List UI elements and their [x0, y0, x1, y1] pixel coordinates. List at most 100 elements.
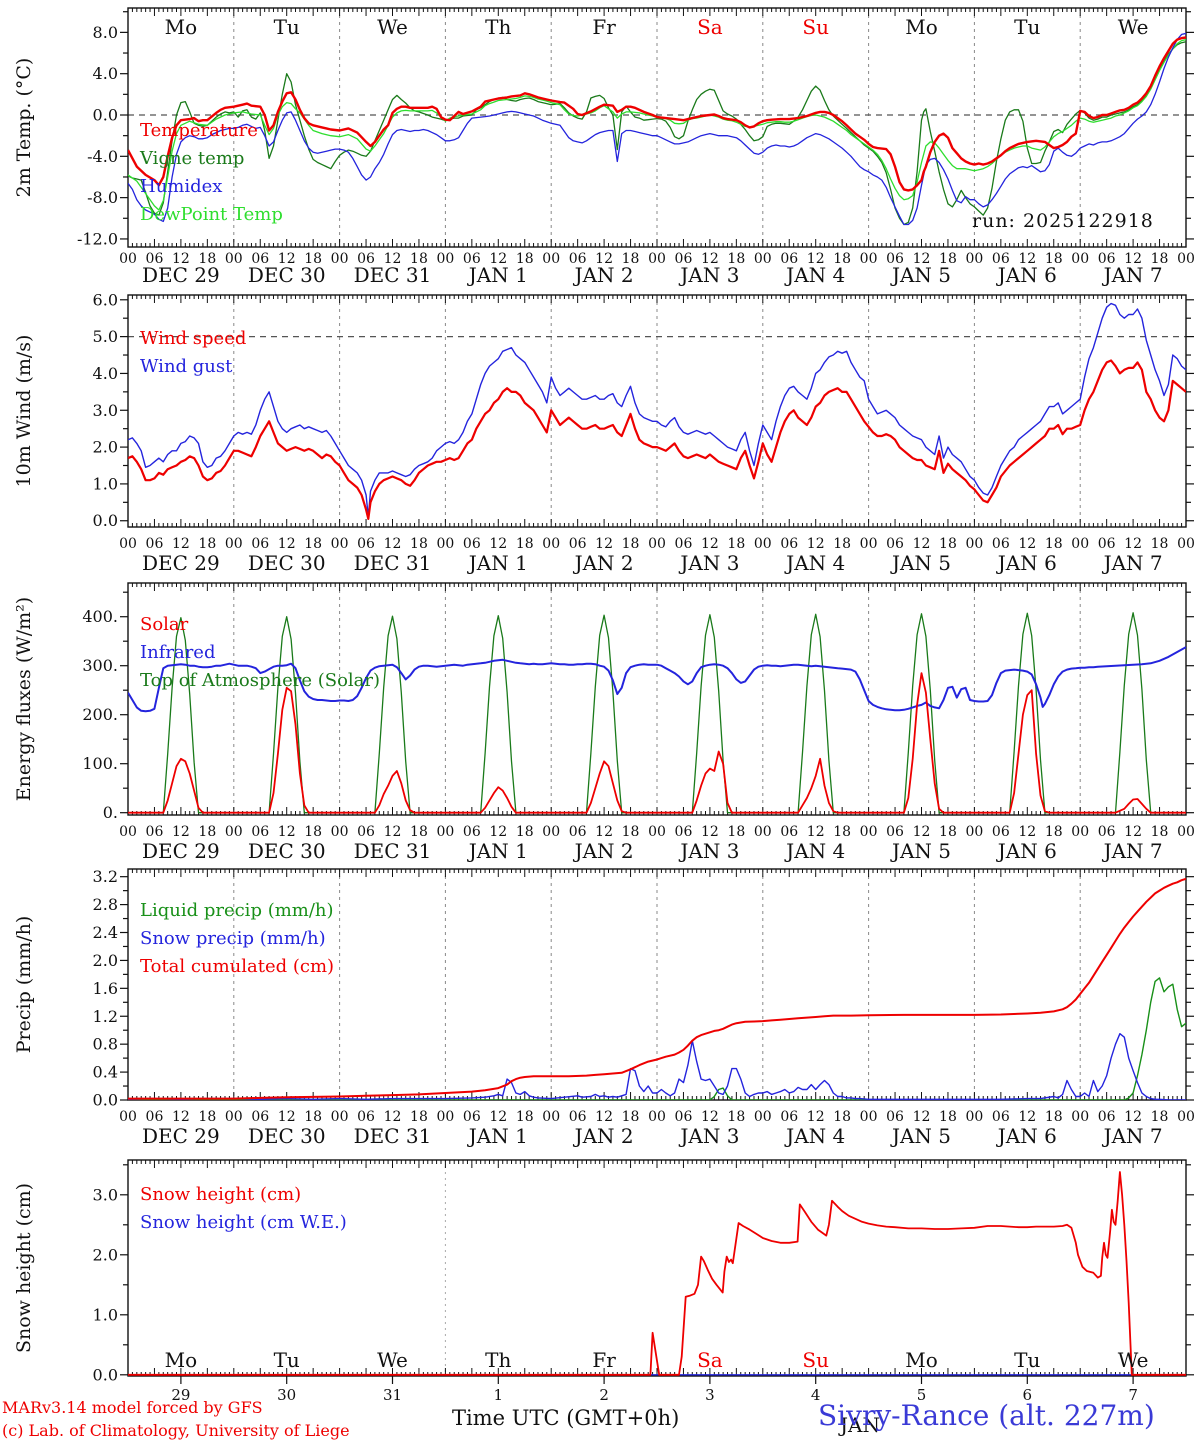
- svg-text:JAN 2: JAN 2: [573, 263, 634, 287]
- series-top-of-atmosphere-solar-: [128, 612, 1186, 814]
- svg-text:00: 00: [542, 536, 560, 552]
- svg-text:Fr: Fr: [592, 15, 616, 39]
- svg-text:JAN 2: JAN 2: [573, 839, 634, 863]
- svg-text:DEC 29: DEC 29: [142, 1124, 220, 1148]
- svg-text:06: 06: [251, 251, 269, 267]
- svg-text:12: 12: [701, 536, 719, 552]
- svg-text:JAN 7: JAN 7: [1102, 839, 1163, 863]
- svg-text:JAN: JAN: [838, 1413, 880, 1437]
- svg-text:Tu: Tu: [1014, 1348, 1040, 1372]
- svg-text:06: 06: [992, 824, 1010, 840]
- svg-text:0.0: 0.0: [93, 1365, 118, 1384]
- svg-text:Temperature: Temperature: [140, 120, 258, 141]
- svg-text:12: 12: [172, 824, 190, 840]
- svg-text:12: 12: [807, 824, 825, 840]
- panel-wind: 6.0 5.0 4.0 3.0 2.0 1.0 0.0 10m Wind (m/s) Wind …: [13, 290, 1194, 575]
- svg-text:5: 5: [917, 1386, 927, 1404]
- svg-text:12: 12: [384, 536, 402, 552]
- svg-text:0.: 0.: [103, 803, 118, 822]
- series-snow-precip-mm-h-: [128, 1032, 1186, 1100]
- svg-text:12: 12: [1124, 536, 1142, 552]
- svg-text:12: 12: [172, 536, 190, 552]
- svg-text:JAN 1: JAN 1: [467, 1124, 528, 1148]
- svg-text:2m Temp. (°C): 2m Temp. (°C): [13, 58, 35, 198]
- svg-text:18: 18: [622, 536, 640, 552]
- svg-text:18: 18: [516, 536, 534, 552]
- svg-text:Energy fluxes (W/m²): Energy fluxes (W/m²): [13, 597, 35, 801]
- svg-text:00: 00: [119, 251, 137, 267]
- svg-text:12: 12: [1018, 1109, 1036, 1125]
- svg-text:00: 00: [119, 824, 137, 840]
- series-liquid-precip-mm-h-: [128, 977, 1186, 1100]
- svg-text:06: 06: [357, 824, 375, 840]
- svg-text:JAN 7: JAN 7: [1102, 263, 1163, 287]
- svg-text:06: 06: [569, 251, 587, 267]
- station-label: Sivry-Rance (alt. 227m): [818, 1399, 1155, 1432]
- svg-text:00: 00: [860, 251, 878, 267]
- svg-text:JAN 3: JAN 3: [678, 1124, 739, 1148]
- svg-text:2.4: 2.4: [93, 923, 118, 942]
- svg-text:Snow height (cm W.E.): Snow height (cm W.E.): [140, 1212, 347, 1233]
- lab-credit: (c) Lab. of Climatology, University of L…: [2, 1421, 350, 1440]
- svg-text:JAN 1: JAN 1: [467, 839, 528, 863]
- svg-text:00: 00: [648, 251, 666, 267]
- svg-text:12: 12: [807, 536, 825, 552]
- svg-text:06: 06: [569, 536, 587, 552]
- svg-text:18: 18: [939, 824, 957, 840]
- svg-text:00: 00: [648, 1109, 666, 1125]
- svg-text:Tu: Tu: [1014, 15, 1040, 39]
- series-total-cumulated-cm-: [128, 877, 1186, 1100]
- svg-text:12: 12: [595, 536, 613, 552]
- svg-text:06: 06: [675, 1109, 693, 1125]
- svg-text:00: 00: [542, 1109, 560, 1125]
- svg-text:12: 12: [1124, 824, 1142, 840]
- svg-text:JAN 6: JAN 6: [996, 1124, 1057, 1148]
- svg-text:DEC 30: DEC 30: [248, 1124, 326, 1148]
- svg-text:06: 06: [146, 824, 164, 840]
- svg-text:00: 00: [225, 251, 243, 267]
- svg-text:2.8: 2.8: [93, 895, 118, 914]
- svg-text:DEC 29: DEC 29: [142, 263, 220, 287]
- svg-text:06: 06: [1098, 536, 1116, 552]
- svg-text:Vigne temp: Vigne temp: [139, 148, 244, 169]
- svg-text:12: 12: [913, 536, 931, 552]
- svg-text:3.0: 3.0: [93, 401, 118, 420]
- svg-text:06: 06: [357, 251, 375, 267]
- svg-text:Th: Th: [485, 1348, 511, 1372]
- svg-text:12: 12: [278, 1109, 296, 1125]
- svg-text:12: 12: [913, 251, 931, 267]
- svg-text:29: 29: [171, 1386, 190, 1404]
- svg-text:1.0: 1.0: [93, 1305, 118, 1324]
- svg-text:18: 18: [727, 251, 745, 267]
- svg-text:00: 00: [331, 536, 349, 552]
- svg-text:06: 06: [675, 536, 693, 552]
- svg-text:4.0: 4.0: [93, 364, 118, 383]
- time-axis-title: Time UTC (GMT+0h): [452, 1406, 680, 1430]
- svg-text:30: 30: [277, 1386, 296, 1404]
- svg-text:Wind speed: Wind speed: [140, 328, 246, 349]
- svg-text:-8.0: -8.0: [87, 188, 118, 207]
- svg-text:18: 18: [410, 1109, 428, 1125]
- svg-text:18: 18: [304, 824, 322, 840]
- svg-text:18: 18: [304, 536, 322, 552]
- svg-text:12: 12: [489, 251, 507, 267]
- svg-text:DEC 30: DEC 30: [248, 263, 326, 287]
- svg-text:18: 18: [198, 536, 216, 552]
- svg-text:5.0: 5.0: [93, 327, 118, 346]
- svg-text:00: 00: [119, 536, 137, 552]
- svg-text:18: 18: [622, 824, 640, 840]
- svg-text:06: 06: [146, 536, 164, 552]
- svg-text:00: 00: [542, 251, 560, 267]
- svg-text:Top of Atmosphere (Solar): Top of Atmosphere (Solar): [140, 670, 380, 691]
- svg-text:06: 06: [463, 536, 481, 552]
- svg-text:00: 00: [331, 824, 349, 840]
- svg-text:JAN 4: JAN 4: [784, 1124, 845, 1148]
- svg-text:06: 06: [1098, 824, 1116, 840]
- svg-text:18: 18: [939, 1109, 957, 1125]
- svg-text:06: 06: [675, 251, 693, 267]
- series-temperature: [128, 36, 1186, 192]
- svg-text:We: We: [377, 1348, 408, 1372]
- svg-text:Snow height (cm): Snow height (cm): [140, 1184, 301, 1205]
- svg-text:00: 00: [860, 824, 878, 840]
- svg-text:12: 12: [701, 251, 719, 267]
